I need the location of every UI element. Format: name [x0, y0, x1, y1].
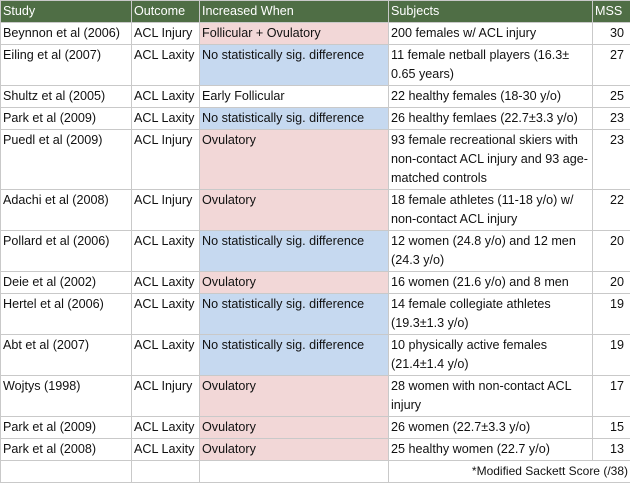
subjects-cell: 28 women with non-contact ACL injury — [389, 376, 593, 417]
increased-when-cell: No statistically sig. difference — [200, 108, 389, 130]
outcome-cell: ACL Laxity — [132, 294, 200, 335]
outcome-cell: ACL Injury — [132, 130, 200, 190]
mss-cell: 27 — [593, 45, 630, 86]
header-study: Study — [1, 1, 132, 23]
header-subjects: Subjects — [389, 1, 593, 23]
header-outcome: Outcome — [132, 1, 200, 23]
footnote-spacer — [1, 461, 132, 483]
mss-cell: 13 — [593, 439, 630, 461]
increased-when-cell: Ovulatory — [200, 376, 389, 417]
subjects-cell: 22 healthy females (18-30 y/o) — [389, 86, 593, 108]
mss-cell: 23 — [593, 108, 630, 130]
increased-when-cell: No statistically sig. difference — [200, 231, 389, 272]
study-cell: Pollard et al (2006) — [1, 231, 132, 272]
mss-cell: 25 — [593, 86, 630, 108]
footnote: *Modified Sackett Score (/38) — [389, 461, 630, 483]
outcome-cell: ACL Injury — [132, 23, 200, 45]
subjects-cell: 14 female collegiate athletes (19.3±1.3 … — [389, 294, 593, 335]
outcome-cell: ACL Laxity — [132, 108, 200, 130]
mss-cell: 17 — [593, 376, 630, 417]
subjects-cell: 10 physically active females (21.4±1.4 y… — [389, 335, 593, 376]
study-cell: Hertel et al (2006) — [1, 294, 132, 335]
outcome-cell: ACL Injury — [132, 376, 200, 417]
header-row: Study Outcome Increased When Subjects MS… — [1, 1, 630, 23]
study-cell: Park et al (2009) — [1, 108, 132, 130]
study-cell: Adachi et al (2008) — [1, 190, 132, 231]
outcome-cell: ACL Laxity — [132, 417, 200, 439]
subjects-cell: 200 females w/ ACL injury — [389, 23, 593, 45]
footnote-spacer — [132, 461, 200, 483]
subjects-cell: 25 healthy women (22.7 y/o) — [389, 439, 593, 461]
increased-when-cell: Ovulatory — [200, 417, 389, 439]
increased-when-cell: Ovulatory — [200, 272, 389, 294]
mss-cell: 19 — [593, 335, 630, 376]
increased-when-cell: Early Follicular — [200, 86, 389, 108]
header-increased-when: Increased When — [200, 1, 389, 23]
footnote-spacer — [200, 461, 389, 483]
subjects-cell: 26 healthy femlaes (22.7±3.3 y/o) — [389, 108, 593, 130]
mss-cell: 30 — [593, 23, 630, 45]
increased-when-cell: Ovulatory — [200, 439, 389, 461]
outcome-cell: ACL Laxity — [132, 272, 200, 294]
outcome-cell: ACL Injury — [132, 190, 200, 231]
increased-when-cell: No statistically sig. difference — [200, 45, 389, 86]
increased-when-cell: Follicular + Ovulatory — [200, 23, 389, 45]
mss-cell: 20 — [593, 272, 630, 294]
mss-cell: 19 — [593, 294, 630, 335]
study-cell: Abt et al (2007) — [1, 335, 132, 376]
mss-cell: 23 — [593, 130, 630, 190]
study-cell: Park et al (2008) — [1, 439, 132, 461]
subjects-cell: 18 female athletes (11-18 y/o) w/ non-co… — [389, 190, 593, 231]
header-mss: MSS — [593, 1, 630, 23]
outcome-cell: ACL Laxity — [132, 439, 200, 461]
study-cell: Puedl et al (2009) — [1, 130, 132, 190]
outcome-cell: ACL Laxity — [132, 231, 200, 272]
subjects-cell: 16 women (21.6 y/o) and 8 men — [389, 272, 593, 294]
outcome-cell: ACL Laxity — [132, 45, 200, 86]
study-cell: Shultz et al (2005) — [1, 86, 132, 108]
study-cell: Deie et al (2002) — [1, 272, 132, 294]
increased-when-cell: Ovulatory — [200, 190, 389, 231]
study-cell: Park et al (2009) — [1, 417, 132, 439]
mss-cell: 20 — [593, 231, 630, 272]
study-cell: Wojtys (1998) — [1, 376, 132, 417]
subjects-cell: 26 women (22.7±3.3 y/o) — [389, 417, 593, 439]
study-cell: Eiling et al (2007) — [1, 45, 132, 86]
increased-when-cell: No statistically sig. difference — [200, 294, 389, 335]
outcome-cell: ACL Laxity — [132, 335, 200, 376]
subjects-cell: 93 female recreational skiers with non-c… — [389, 130, 593, 190]
increased-when-cell: No statistically sig. difference — [200, 335, 389, 376]
increased-when-cell: Ovulatory — [200, 130, 389, 190]
subjects-cell: 11 female netball players (16.3± 0.65 ye… — [389, 45, 593, 86]
mss-cell: 15 — [593, 417, 630, 439]
footnote-row: *Modified Sackett Score (/38) — [1, 461, 630, 483]
subjects-cell: 12 women (24.8 y/o) and 12 men (24.3 y/o… — [389, 231, 593, 272]
outcome-cell: ACL Laxity — [132, 86, 200, 108]
study-cell: Beynnon et al (2006) — [1, 23, 132, 45]
mss-cell: 22 — [593, 190, 630, 231]
